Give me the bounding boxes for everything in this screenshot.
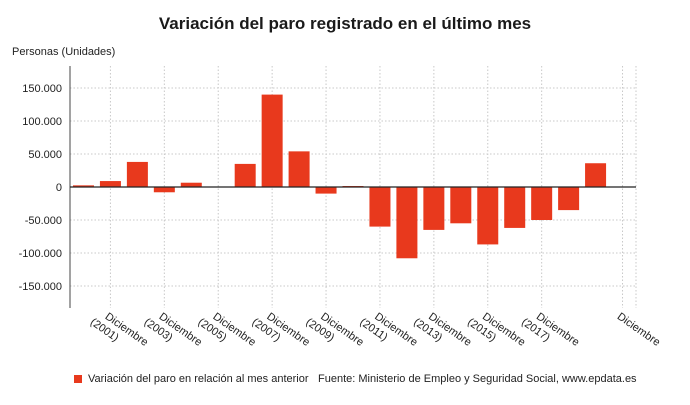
source-note: Fuente: Ministerio de Empleo y Seguridad… <box>318 373 637 385</box>
bar <box>585 163 607 187</box>
bar <box>153 187 175 193</box>
x-tick-label: Diciembre(2015) <box>465 311 527 349</box>
x-tick-label-line1: Diciembre <box>615 311 662 349</box>
bar <box>450 187 472 224</box>
bar <box>126 161 148 187</box>
y-tick-label: -50.000 <box>25 215 62 227</box>
y-axis: 150.000 100.000 50.000 0 -50.000 -100.000 -150… <box>19 66 71 308</box>
y-tick-label: -100.000 <box>19 248 62 260</box>
bars <box>72 94 607 259</box>
x-tick-label: Diciembre(2013) <box>411 311 473 349</box>
bar <box>315 187 337 194</box>
bar <box>423 187 445 230</box>
y-tick-label: -150.000 <box>19 281 62 293</box>
bar <box>369 187 391 227</box>
y-tick-label: 100.000 <box>22 116 62 128</box>
x-tick-label: Diciembre(2007) <box>250 311 312 349</box>
y-tick-label: 150.000 <box>22 83 62 95</box>
bar <box>504 187 526 228</box>
legend-swatch <box>74 375 82 383</box>
bar <box>396 187 418 259</box>
bar <box>234 163 256 187</box>
y-tick-label: 0 <box>56 182 62 194</box>
bar <box>72 185 94 187</box>
x-tick-label: Diciembre(2009) <box>303 311 365 349</box>
bar <box>531 187 553 220</box>
y-axis-unit-label: Personas (Unidades) <box>12 46 116 58</box>
bar <box>477 187 499 245</box>
x-tick-label: Diciembre(2017) <box>519 311 581 349</box>
x-tick-label: Diciembre(2001) <box>88 311 150 349</box>
x-tick-label: Diciembre <box>615 311 662 349</box>
bar <box>99 181 121 187</box>
bar <box>288 151 310 187</box>
x-axis: Diciembre(2001) Diciembre(2003) Diciembre(… <box>70 186 662 349</box>
chart-title: Variación del paro registrado en el últi… <box>158 14 532 33</box>
bar <box>261 94 283 187</box>
y-tick-label: 50.000 <box>28 149 62 161</box>
x-tick-label: Diciembre(2003) <box>142 311 204 349</box>
bar <box>558 187 580 211</box>
legend: Variación del paro en relación al mes an… <box>74 373 309 385</box>
x-tick-label: Diciembre(2011) <box>357 311 419 349</box>
x-tick-label: Diciembre(2005) <box>196 311 258 349</box>
legend-label: Variación del paro en relación al mes an… <box>88 373 309 385</box>
bar <box>180 182 202 187</box>
